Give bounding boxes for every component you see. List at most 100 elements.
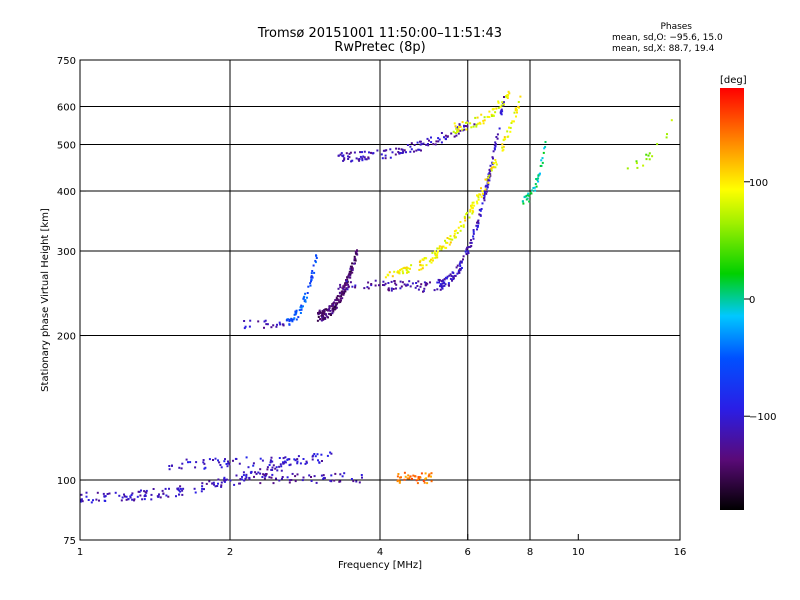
data-point <box>430 261 433 264</box>
data-point <box>337 287 340 290</box>
data-point <box>464 125 467 127</box>
data-point <box>534 189 537 192</box>
data-point <box>410 148 413 151</box>
data-point <box>397 151 400 153</box>
chart-subtitle: RwPretec (8p) <box>334 40 426 55</box>
data-point <box>278 465 281 468</box>
data-point <box>472 210 475 213</box>
data-point <box>464 219 467 222</box>
data-point <box>137 490 140 493</box>
data-point <box>492 166 495 169</box>
data-point <box>392 288 395 290</box>
data-point <box>544 145 547 148</box>
data-point <box>508 126 510 129</box>
data-point <box>543 147 546 150</box>
data-point <box>348 152 351 155</box>
data-point <box>354 284 357 287</box>
data-point <box>125 498 128 501</box>
data-point <box>368 151 370 154</box>
data-point <box>309 284 312 287</box>
data-point <box>282 457 285 460</box>
data-point <box>286 476 289 479</box>
data-point <box>367 281 370 284</box>
data-point <box>496 137 499 140</box>
data-point <box>103 499 106 502</box>
data-point <box>490 169 493 172</box>
data-point <box>351 159 354 162</box>
data-point <box>400 268 403 271</box>
data-point <box>485 190 488 193</box>
data-point <box>539 172 541 175</box>
data-point <box>465 253 468 256</box>
data-point <box>351 271 354 274</box>
data-point <box>438 281 440 284</box>
data-point <box>388 271 391 274</box>
data-point <box>286 458 289 461</box>
data-point <box>347 285 350 288</box>
data-point <box>179 487 182 490</box>
data-point <box>459 129 462 132</box>
data-point <box>344 288 347 291</box>
data-point <box>302 296 305 299</box>
data-point <box>398 272 401 275</box>
data-point <box>437 137 440 140</box>
data-point <box>347 274 350 277</box>
data-point <box>255 472 258 475</box>
data-point <box>384 282 387 285</box>
data-point <box>298 309 301 312</box>
data-point <box>363 287 366 290</box>
data-point <box>452 272 455 274</box>
data-point <box>459 261 462 264</box>
data-point <box>314 455 317 458</box>
data-point <box>238 462 241 465</box>
data-point <box>315 481 318 484</box>
data-point <box>490 113 493 116</box>
data-point <box>355 252 358 255</box>
data-point <box>487 183 490 186</box>
data-point <box>332 310 335 313</box>
data-point <box>342 286 345 289</box>
data-point <box>263 477 266 480</box>
data-point <box>179 490 182 493</box>
data-point <box>194 491 197 494</box>
data-point <box>459 267 462 270</box>
data-point <box>367 287 370 290</box>
data-point <box>450 275 453 277</box>
data-point <box>164 487 167 490</box>
data-point <box>420 283 423 286</box>
data-point <box>349 273 352 275</box>
data-point <box>351 285 354 288</box>
data-point <box>438 245 441 248</box>
data-point <box>428 473 431 476</box>
data-point <box>374 284 377 287</box>
data-point <box>367 156 370 159</box>
data-point <box>239 482 241 485</box>
data-point <box>452 130 455 133</box>
data-point <box>482 192 484 195</box>
data-point <box>352 480 355 483</box>
data-point <box>259 472 262 475</box>
data-point <box>463 128 466 131</box>
data-point <box>347 155 349 158</box>
data-point <box>451 279 453 282</box>
data-point <box>439 285 441 288</box>
data-point <box>302 305 304 308</box>
phase-o-stats: mean, sd,O: −95.6, 15.0 <box>612 33 723 43</box>
data-point <box>448 284 450 287</box>
data-point <box>328 307 331 310</box>
data-point <box>280 465 283 468</box>
data-point <box>457 132 460 135</box>
data-point <box>409 475 412 478</box>
data-point <box>535 178 538 180</box>
data-point <box>310 280 312 283</box>
data-point <box>378 284 380 287</box>
data-point <box>120 499 123 502</box>
data-point <box>322 309 325 312</box>
data-point <box>483 199 486 202</box>
data-point <box>428 260 431 263</box>
data-point <box>341 475 344 478</box>
data-point <box>384 154 387 157</box>
data-point <box>393 270 396 273</box>
data-point <box>506 135 509 138</box>
data-point <box>316 319 319 322</box>
